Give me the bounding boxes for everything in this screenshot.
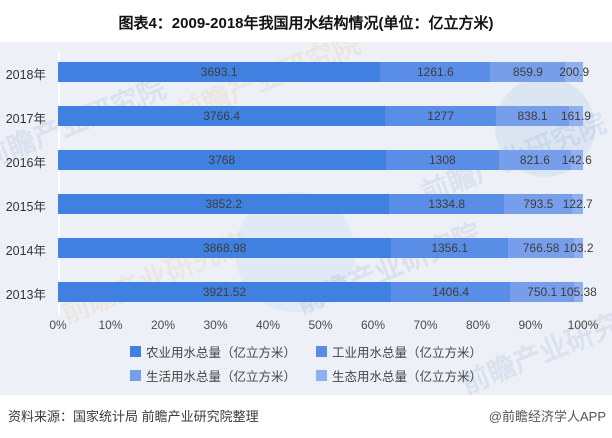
y-axis-label: 2016年 <box>5 156 46 170</box>
bar-row: 3693.1 1261.6 859.9 200.9 <box>58 62 589 82</box>
bar-value-label: 161.9 <box>560 109 591 123</box>
legend-item: 工业用水总量（亿立方米） <box>316 342 482 361</box>
x-axis-tick: 20% <box>150 318 176 332</box>
bar-value-label: 3852.2 <box>205 197 243 211</box>
legend-swatch <box>129 346 141 357</box>
y-axis-labels: 2018年 2017年 2016年 2015年 2014年 2013年 <box>0 42 52 312</box>
bar-row: 3768 1308 821.6 142.6 <box>58 150 592 170</box>
bar-value-label: 3693.1 <box>200 65 238 79</box>
bar-segment: 1277 <box>385 106 497 126</box>
x-axis-ticks: 0% 10% 20% 30% 40% 50% 60% 70% 80% 90% 100% <box>49 318 598 334</box>
x-axis-tick: 90% <box>518 318 543 332</box>
bar-segment: 766.58 <box>508 238 575 258</box>
bar-segment: 3766.4 <box>58 106 386 126</box>
legend-label: 农业用水总量（亿立方米） <box>145 346 296 360</box>
legend-label: 生态用水总量（亿立方米） <box>332 370 483 384</box>
bar-value-label: 750.1 <box>527 285 558 299</box>
bar-value-label: 859.9 <box>512 65 543 79</box>
source-note: 资料来源：国家统计局 前瞻产业研究院整理 <box>8 409 259 424</box>
bar-segment: 1261.6 <box>380 62 491 82</box>
x-axis-tick: 40% <box>255 318 281 332</box>
bar-row: 3852.2 1334.8 793.5 122.7 <box>58 194 593 214</box>
bar-segment: 3768 <box>58 150 386 170</box>
bar-segment: 1356.1 <box>391 238 509 258</box>
bar-segment: 821.6 <box>499 150 571 170</box>
x-axis-tick: 50% <box>308 318 333 332</box>
bar-value-label: 105.38 <box>560 285 597 299</box>
bar-value-label: 1406.4 <box>432 285 469 299</box>
bar-value-label: 122.7 <box>562 197 593 211</box>
legend-row-2: 生活用水总量（亿立方米） 生态用水总量（亿立方米） <box>0 366 612 385</box>
bar-segment: 838.1 <box>496 106 569 126</box>
bar-value-label: 766.58 <box>522 241 560 255</box>
bar-value-label: 3768 <box>208 153 236 167</box>
bar-segment: 1406.4 <box>390 282 511 302</box>
bar-row: 3868.98 1356.1 766.58 103.2 <box>58 238 594 258</box>
bar-value-label: 1261.6 <box>417 65 454 79</box>
plot-area: 3693.1 1261.6 859.9 200.9 3766.4 1277 838.1 161… <box>58 42 597 312</box>
legend-row-1: 农业用水总量（亿立方米） 工业用水总量（亿立方米） <box>0 342 612 361</box>
bar-segment: 750.1 <box>510 282 575 302</box>
bar-value-label: 793.5 <box>523 197 554 211</box>
bar-value-label: 3868.98 <box>202 241 247 255</box>
bar-value-label: 3766.4 <box>203 109 240 123</box>
bar-value-label: 1308 <box>428 153 456 167</box>
bar-value-label: 838.1 <box>517 109 548 123</box>
legend-label: 工业用水总量（亿立方米） <box>332 346 483 360</box>
bar-segment: 793.5 <box>504 194 573 214</box>
x-axis-tick: 100% <box>567 318 599 332</box>
bar-value-label: 1356.1 <box>431 241 469 255</box>
y-axis-label: 2013年 <box>5 288 46 302</box>
x-axis-tick: 60% <box>360 318 386 332</box>
bar-value-label: 821.6 <box>519 153 550 167</box>
legend-swatch <box>316 346 327 357</box>
bar-segment: 3693.1 <box>58 62 381 82</box>
x-axis-tick: 70% <box>413 318 438 332</box>
x-axis-tick: 30% <box>203 318 228 332</box>
bar-segment: 859.9 <box>490 62 566 82</box>
bar-value-label: 1277 <box>427 109 454 123</box>
bar-value-label: 200.9 <box>559 65 590 79</box>
y-axis-label: 2017年 <box>5 112 46 126</box>
legend-label: 生活用水总量（亿立方米） <box>145 370 296 384</box>
x-axis-tick: 80% <box>465 318 491 332</box>
legend-item: 生态用水总量（亿立方米） <box>316 366 482 385</box>
bar-segment: 105.38 <box>560 282 597 302</box>
bar-segment: 103.2 <box>564 238 594 258</box>
bar-value-label: 142.6 <box>561 153 592 167</box>
x-axis-tick: 10% <box>98 318 123 332</box>
bar-row: 3921.52 1406.4 750.1 105.38 <box>58 282 597 302</box>
bar-segment: 161.9 <box>561 106 591 126</box>
y-axis-label: 2018年 <box>5 68 46 82</box>
bar-row: 3766.4 1277 838.1 161.9 <box>58 106 591 126</box>
credit-note: @前瞻经济学人APP <box>488 409 606 424</box>
bar-value-label: 3921.52 <box>202 285 247 299</box>
legend-item: 农业用水总量（亿立方米） <box>129 342 296 361</box>
y-axis-label: 2014年 <box>5 244 46 258</box>
x-axis-tick: 0% <box>49 318 67 332</box>
bar-segment: 3921.52 <box>58 282 391 302</box>
bar-value-label: 1334.8 <box>428 197 466 211</box>
y-axis-line <box>58 52 60 314</box>
bar-segment: 1334.8 <box>389 194 505 214</box>
legend-item: 生活用水总量（亿立方米） <box>129 366 296 385</box>
legend-swatch <box>316 370 327 381</box>
bar-segment: 142.6 <box>562 150 592 170</box>
bar-segment: 3852.2 <box>58 194 390 214</box>
bar-segment: 122.7 <box>563 194 593 214</box>
bar-segment: 3868.98 <box>58 238 392 258</box>
y-axis-label: 2015年 <box>5 200 46 214</box>
bar-segment: 200.9 <box>559 62 589 82</box>
legend-swatch <box>129 370 141 381</box>
bar-segment: 1308 <box>385 150 500 170</box>
chart-panel: 前瞻产业研究院前瞻产业研究院前瞻产业研究院前瞻产业研究院前瞻产业研究院前瞻产业研… <box>0 42 612 395</box>
bar-value-label: 103.2 <box>563 241 594 255</box>
chart-title: 图表4：2009-2018年我国用水结构情况(单位：亿立方米) <box>118 15 494 32</box>
